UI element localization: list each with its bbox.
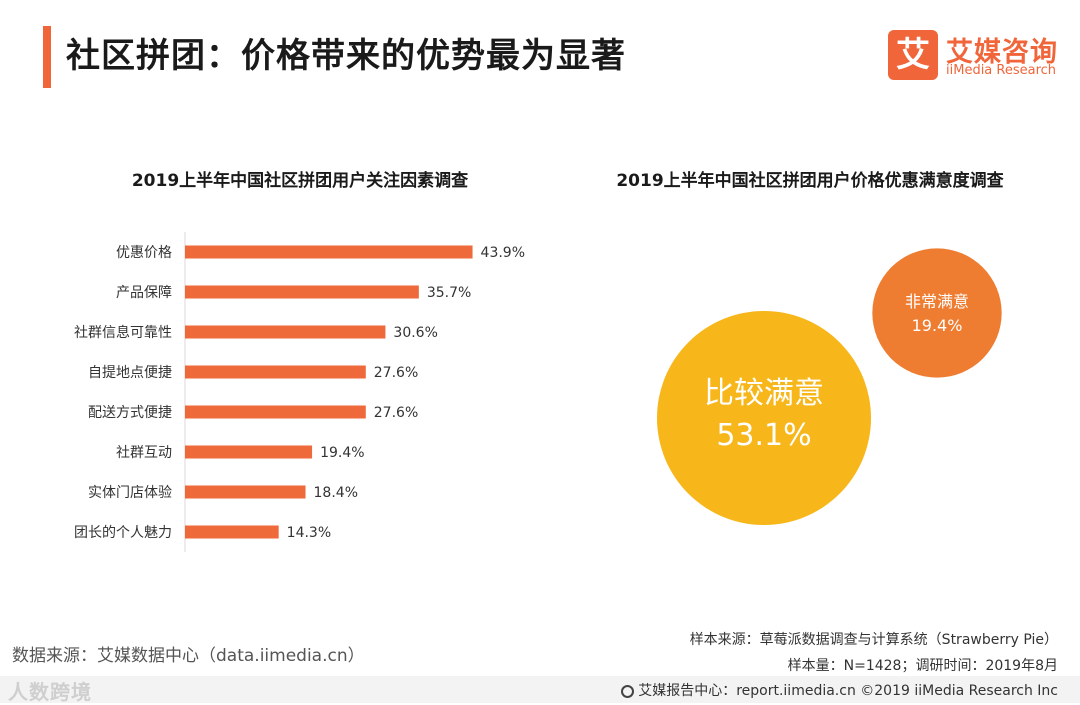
bar	[185, 405, 366, 419]
globe-icon	[621, 685, 635, 698]
bubble-small	[872, 248, 1002, 378]
bar	[185, 325, 386, 339]
bubble-large-value: 53.1%	[716, 418, 811, 453]
bar-chart-title: 2019上半年中国社区拼团用户关注因素调查	[131, 171, 469, 191]
bar-category-label: 优惠价格	[116, 245, 172, 261]
bar-value-label: 18.4%	[314, 485, 358, 501]
page-title: 社区拼团：价格带来的优势最为显著	[66, 36, 626, 76]
bar	[185, 365, 366, 379]
report-center-text: 艾媒报告中心：report.iimedia.cn ©2019 iiMedia R…	[638, 683, 1058, 699]
bubble-large	[657, 311, 871, 525]
bottom-strip	[0, 676, 1080, 703]
data-source-note: 数据来源：艾媒数据中心（data.iimedia.cn）	[12, 646, 365, 666]
sample-size-note: 样本量：N=1428；调研时间：2019年8月	[787, 658, 1058, 674]
bar	[185, 445, 313, 459]
bubble-large-label: 比较满意	[704, 376, 824, 411]
logo-mark-icon: 艾	[888, 30, 938, 80]
bar	[185, 525, 279, 539]
bar-value-label: 35.7%	[427, 285, 471, 301]
bar-category-label: 社群互动	[116, 445, 172, 461]
bar	[185, 485, 306, 499]
logo-chinese-name: 艾媒咨询	[946, 37, 1058, 68]
report-center-note: 艾媒报告中心：report.iimedia.cn ©2019 iiMedia R…	[621, 680, 1058, 700]
bar-value-label: 14.3%	[287, 525, 331, 541]
sample-source-note: 样本来源：草莓派数据调查与计算系统（Strawberry Pie）	[689, 632, 1058, 648]
brand-logo: 艾 艾媒咨询 iiMedia Research	[888, 30, 1068, 82]
bar-value-label: 19.4%	[320, 445, 364, 461]
bar-value-label: 43.9%	[481, 245, 525, 261]
bar-category-label: 团长的个人魅力	[74, 525, 172, 541]
bar	[185, 285, 419, 299]
bar-value-label: 27.6%	[374, 405, 418, 421]
bar	[185, 245, 473, 259]
bar-category-label: 实体门店体验	[88, 485, 172, 501]
bar-category-label: 自提地点便捷	[88, 365, 172, 381]
logo-english-name: iiMedia Research	[946, 63, 1057, 78]
bubble-chart-title: 2019上半年中国社区拼团用户价格优惠满意度调查	[616, 171, 1004, 191]
bubble-small-value: 19.4%	[912, 316, 963, 335]
bar-value-label: 30.6%	[393, 325, 437, 341]
bar-category-label: 配送方式便捷	[88, 405, 172, 421]
bar-value-label: 27.6%	[374, 365, 418, 381]
bubble-small-label: 非常满意	[905, 292, 969, 311]
bar-category-label: 产品保障	[116, 285, 172, 301]
bar-category-label: 社群信息可靠性	[74, 324, 172, 341]
watermark: 人数跨境	[8, 680, 92, 704]
title-accent-bar	[43, 26, 51, 88]
